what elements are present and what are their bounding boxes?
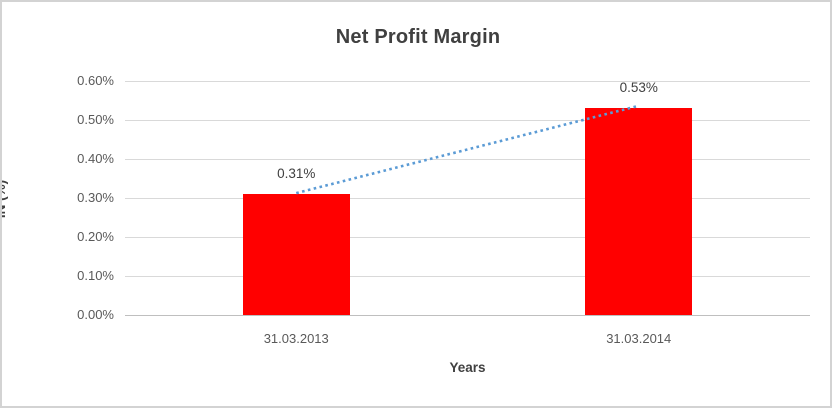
gridline xyxy=(125,276,810,277)
y-tick-label: 0.60% xyxy=(77,73,114,88)
x-category-label: 31.03.2013 xyxy=(263,331,329,346)
bar-31.03.2014 xyxy=(585,108,693,315)
data-label: 0.53% xyxy=(619,80,658,96)
y-tick-label: 0.40% xyxy=(77,151,114,166)
trendline xyxy=(295,105,638,195)
y-tick-label: 0.30% xyxy=(77,190,114,205)
y-tick-label: 0.00% xyxy=(77,307,114,322)
y-tick-label: 0.10% xyxy=(77,268,114,283)
x-axis-title: Years xyxy=(449,360,486,375)
gridline xyxy=(125,120,810,121)
y-axis-title: IN (%) xyxy=(0,179,8,219)
x-category-label: 31.03.2014 xyxy=(606,331,672,346)
chart-title: Net Profit Margin xyxy=(335,26,501,48)
gridline xyxy=(125,198,810,199)
plot-area xyxy=(125,81,810,316)
bar-31.03.2013 xyxy=(242,194,350,315)
gridline xyxy=(125,159,810,160)
y-tick-label: 0.20% xyxy=(77,229,114,244)
gridline xyxy=(125,237,810,238)
gridline xyxy=(125,81,810,82)
data-label: 0.31% xyxy=(277,166,316,182)
x-axis-line xyxy=(125,315,810,316)
y-tick-label: 0.50% xyxy=(77,112,114,127)
